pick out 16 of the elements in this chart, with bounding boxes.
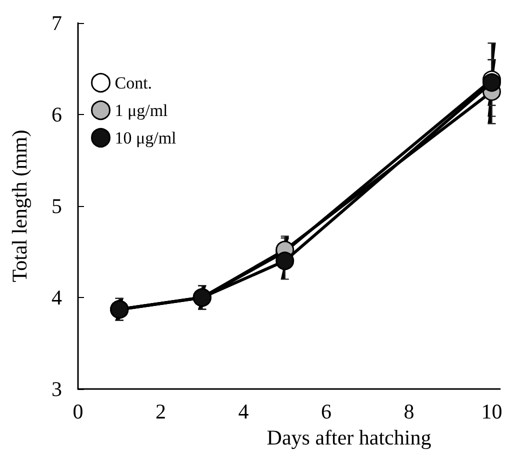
x-tick-label: 2 <box>155 400 166 424</box>
x-tick-label: 0 <box>72 400 84 424</box>
y-tick-label: 6 <box>52 102 62 126</box>
legend-label: 10 μg/ml <box>114 128 177 148</box>
y-tick-label: 5 <box>52 194 62 218</box>
x-tick-label: 8 <box>404 400 414 424</box>
y-tick-label: 3 <box>52 377 62 401</box>
y-axis-title: Total length (mm) <box>8 130 32 282</box>
x-axis-title: Days after hatching <box>266 425 432 450</box>
legend-label: Cont. <box>114 73 152 92</box>
legend-label: 1 μg/ml <box>114 100 168 120</box>
y-tick-label: 7 <box>52 11 62 35</box>
x-tick-label: 10 <box>481 400 502 424</box>
x-tick-label: 6 <box>320 400 332 424</box>
x-tick-label: 4 <box>238 400 250 424</box>
y-tick-label: 4 <box>52 286 62 310</box>
